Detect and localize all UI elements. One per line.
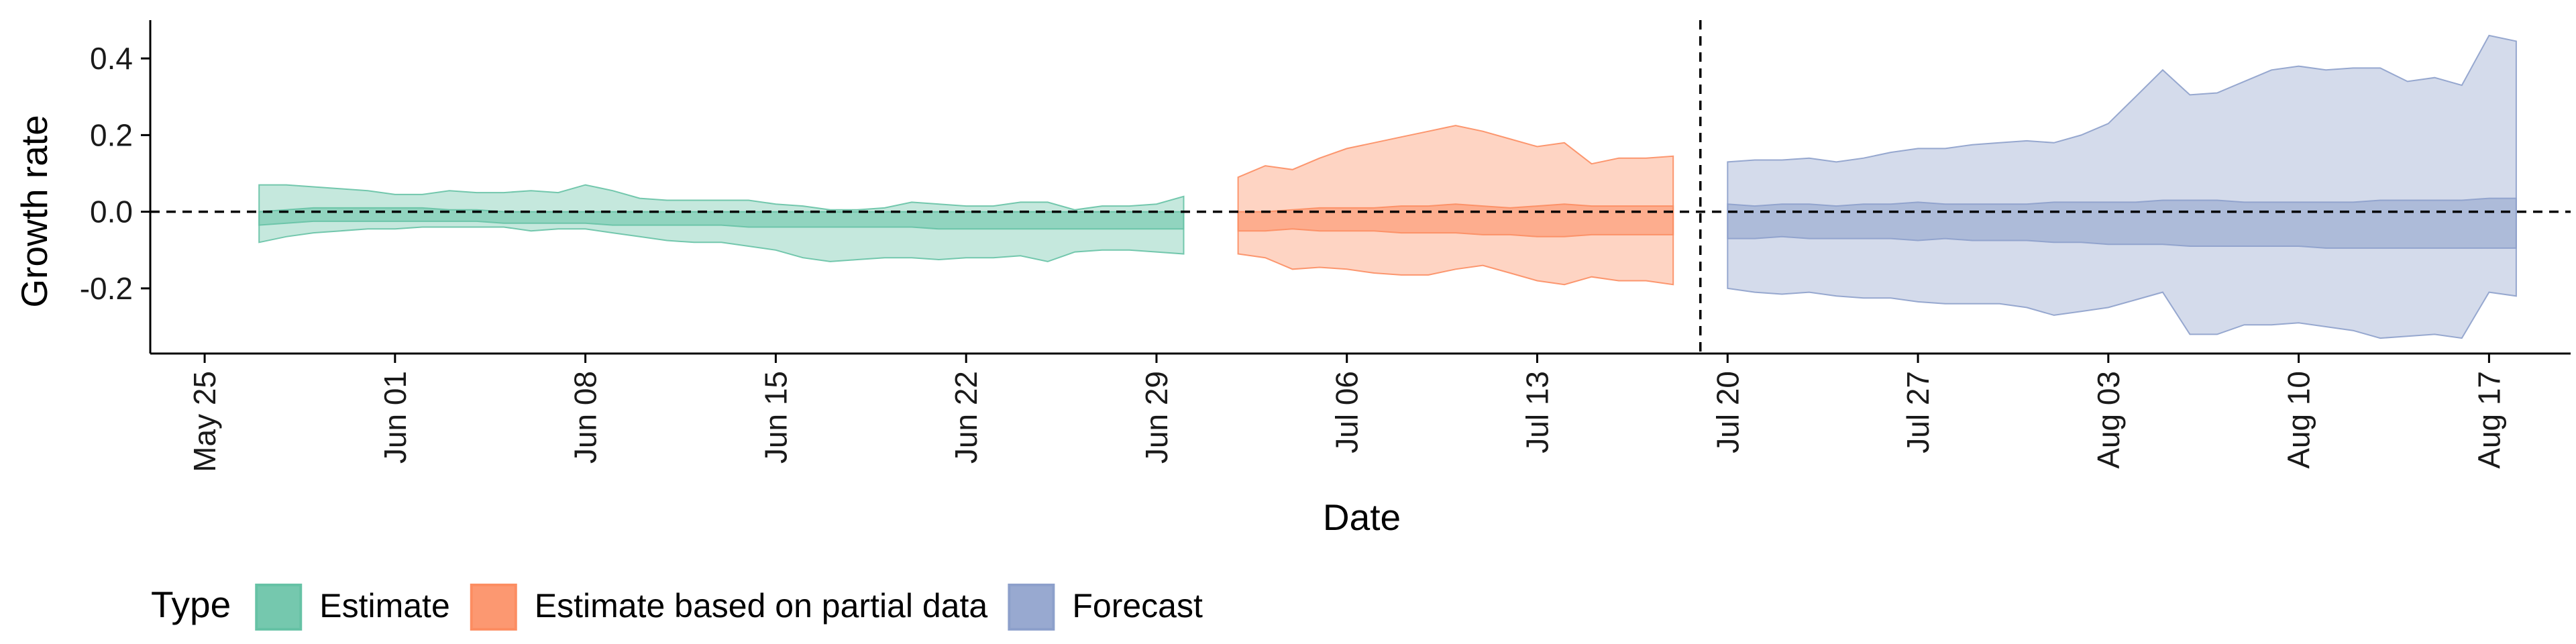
series-2 [1727, 34, 2517, 339]
y-tick-label: -0.2 [80, 271, 133, 306]
x-tick-label: Aug 03 [2091, 371, 2126, 469]
x-tick-label: Jul 13 [1520, 371, 1555, 453]
y-tick-label: 0.4 [90, 41, 133, 76]
y-tick-label: 0.2 [90, 117, 133, 152]
x-tick-label: Jun 29 [1139, 371, 1174, 464]
x-tick-label: Jul 27 [1900, 371, 1935, 453]
legend-swatch [470, 584, 517, 631]
legend: Type Estimate Estimate based on partial d… [151, 584, 1203, 631]
axes: -0.2 0.0 0.2 0.4 May 25 Jun 01 Jun 08 Jun 15 Jun… [80, 20, 2571, 472]
legend-swatch [255, 584, 303, 631]
x-tick-label: Jul 20 [1710, 371, 1745, 453]
legend-label: Estimate [319, 587, 450, 625]
legend-item-0: Estimate [255, 584, 450, 631]
x-tick-label: Jun 08 [568, 371, 603, 464]
series-1 [1237, 125, 1674, 286]
x-tick-label: Jun 15 [758, 371, 793, 464]
legend-label: Forecast [1072, 587, 1203, 625]
y-tick-label: 0.0 [90, 195, 133, 229]
reference-lines [150, 20, 2571, 354]
x-tick-label: Jun 22 [949, 371, 983, 464]
x-tick-label: Jun 01 [378, 371, 413, 464]
x-axis-title: Date [1323, 496, 1401, 538]
legend-title: Type [151, 584, 231, 625]
legend-swatch [1008, 584, 1055, 631]
x-tick-label: Jul 06 [1330, 371, 1364, 453]
x-tick-label: Aug 17 [2471, 371, 2506, 469]
x-tick-label: Aug 10 [2282, 371, 2316, 469]
legend-item-1: Estimate based on partial data [470, 584, 988, 631]
series-0 [258, 184, 1185, 262]
legend-label: Estimate based on partial data [535, 587, 988, 625]
legend-item-2: Forecast [1008, 584, 1203, 631]
series-bands [258, 34, 2517, 339]
y-axis-title: Growth rate [13, 115, 55, 307]
x-tick-label: May 25 [187, 371, 222, 472]
band-outer [1727, 34, 2517, 339]
